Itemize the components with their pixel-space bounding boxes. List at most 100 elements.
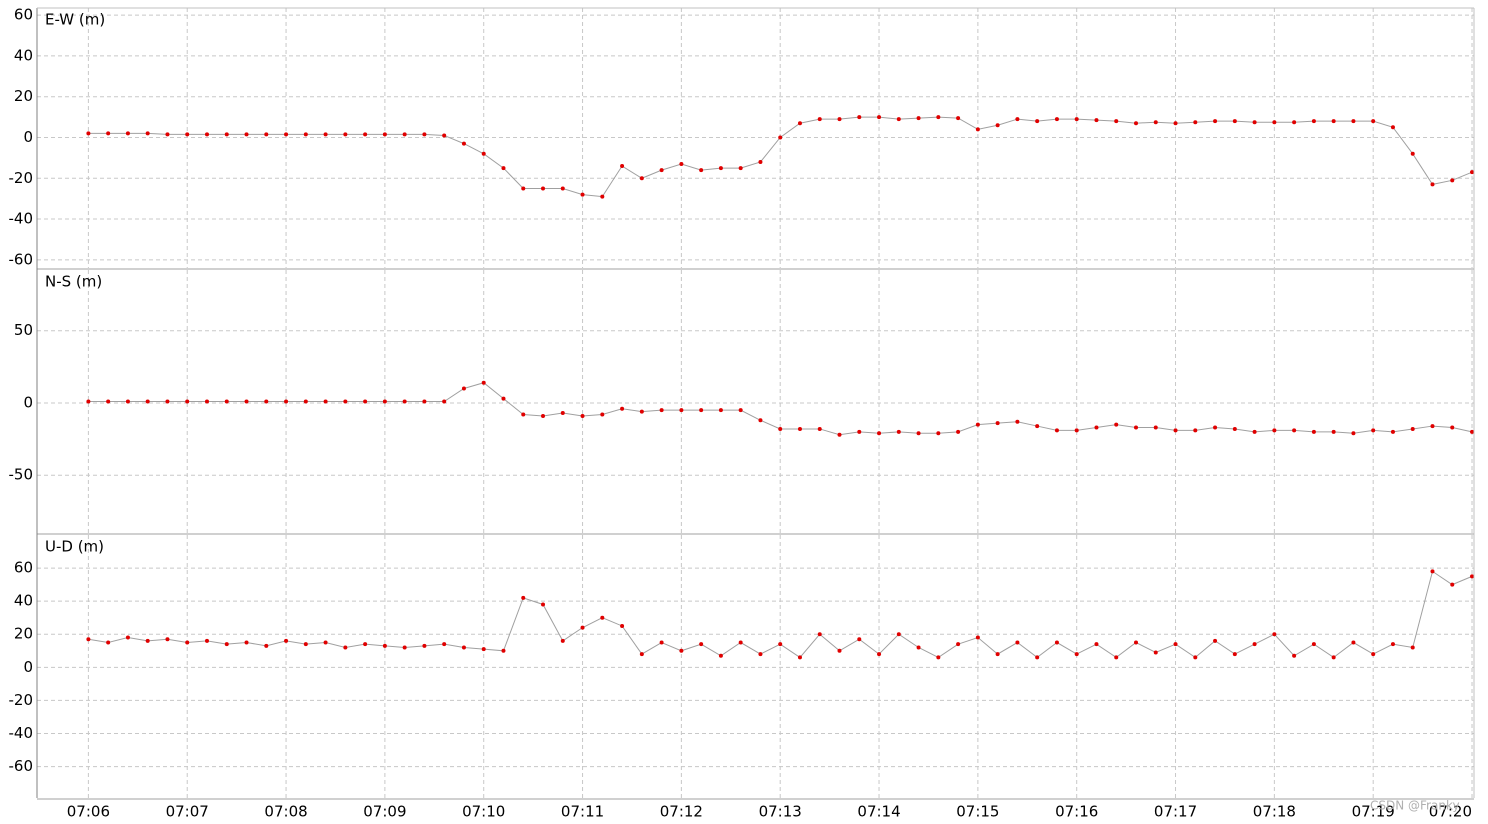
point	[284, 132, 289, 137]
point	[916, 116, 921, 121]
point	[224, 642, 229, 647]
y-tick-label: 40	[14, 592, 33, 610]
point	[817, 117, 822, 122]
x-tick-label: 07:19	[1352, 803, 1395, 821]
point	[1450, 582, 1455, 587]
point	[956, 116, 961, 121]
point	[995, 652, 1000, 657]
point	[1213, 119, 1218, 124]
point	[204, 132, 209, 137]
point	[580, 625, 585, 630]
point	[1351, 431, 1356, 436]
y-tick-label: 60	[14, 559, 33, 577]
point	[1035, 119, 1040, 124]
point	[679, 648, 684, 653]
point	[343, 645, 348, 650]
y-tick-label: 0	[23, 658, 33, 676]
point	[1232, 652, 1237, 657]
y-tick-label: 40	[14, 46, 33, 64]
x-tick-label: 07:06	[67, 803, 110, 821]
point	[1252, 120, 1257, 125]
point	[600, 194, 605, 199]
point	[125, 635, 130, 640]
point	[936, 115, 941, 120]
point	[1114, 655, 1119, 660]
x-tick-label: 07:14	[857, 803, 900, 821]
point	[1035, 655, 1040, 660]
point	[896, 429, 901, 434]
point	[916, 645, 921, 650]
point	[639, 409, 644, 414]
x-tick-label: 07:15	[956, 803, 999, 821]
y-tick-label: -20	[9, 691, 34, 709]
point	[422, 399, 427, 404]
point	[185, 399, 190, 404]
point	[1252, 642, 1257, 647]
point	[204, 399, 209, 404]
point	[1371, 428, 1376, 433]
watermark: CSDN @Franky	[1370, 799, 1460, 813]
point	[1133, 121, 1138, 126]
y-tick-label: 0	[23, 393, 33, 411]
point	[1193, 120, 1198, 125]
point	[699, 642, 704, 647]
y-tick-label: -50	[9, 466, 34, 484]
point	[1311, 642, 1316, 647]
point	[1470, 574, 1475, 579]
point	[995, 421, 1000, 426]
point	[560, 186, 565, 191]
point	[1390, 429, 1395, 434]
point	[778, 642, 783, 647]
point	[738, 408, 743, 413]
point	[1015, 117, 1020, 122]
point	[1232, 119, 1237, 124]
point	[1133, 640, 1138, 645]
point	[758, 159, 763, 164]
point	[877, 115, 882, 120]
point	[1430, 569, 1435, 574]
point	[481, 151, 486, 156]
point	[936, 655, 941, 660]
point	[1371, 119, 1376, 124]
point	[1351, 640, 1356, 645]
x-tick-label: 07:20	[1429, 803, 1472, 821]
point	[896, 632, 901, 637]
point	[204, 638, 209, 643]
point	[659, 168, 664, 173]
point	[857, 429, 862, 434]
point	[1331, 655, 1336, 660]
x-tick-label: 07:17	[1154, 803, 1197, 821]
point	[1390, 642, 1395, 647]
point	[1311, 119, 1316, 124]
point	[481, 380, 486, 385]
panel-title: N-S (m)	[45, 273, 102, 291]
point	[956, 429, 961, 434]
point	[541, 602, 546, 607]
point	[501, 396, 506, 401]
x-tick-label: 07:11	[561, 803, 604, 821]
point	[1054, 640, 1059, 645]
point	[343, 399, 348, 404]
point	[1054, 428, 1059, 433]
point	[600, 615, 605, 620]
point	[620, 623, 625, 628]
point	[1173, 428, 1178, 433]
point	[1074, 652, 1079, 657]
point	[857, 115, 862, 120]
point	[758, 652, 763, 657]
point	[303, 132, 308, 137]
point	[956, 642, 961, 647]
point	[639, 176, 644, 181]
point	[521, 412, 526, 417]
point	[1351, 119, 1356, 124]
point	[1094, 118, 1099, 123]
panel-title: E-W (m)	[45, 11, 105, 29]
point	[284, 638, 289, 643]
point	[837, 648, 842, 653]
point	[1153, 425, 1158, 430]
point	[541, 413, 546, 418]
point	[1153, 650, 1158, 655]
point	[1272, 428, 1277, 433]
point	[1232, 426, 1237, 431]
point	[521, 186, 526, 191]
